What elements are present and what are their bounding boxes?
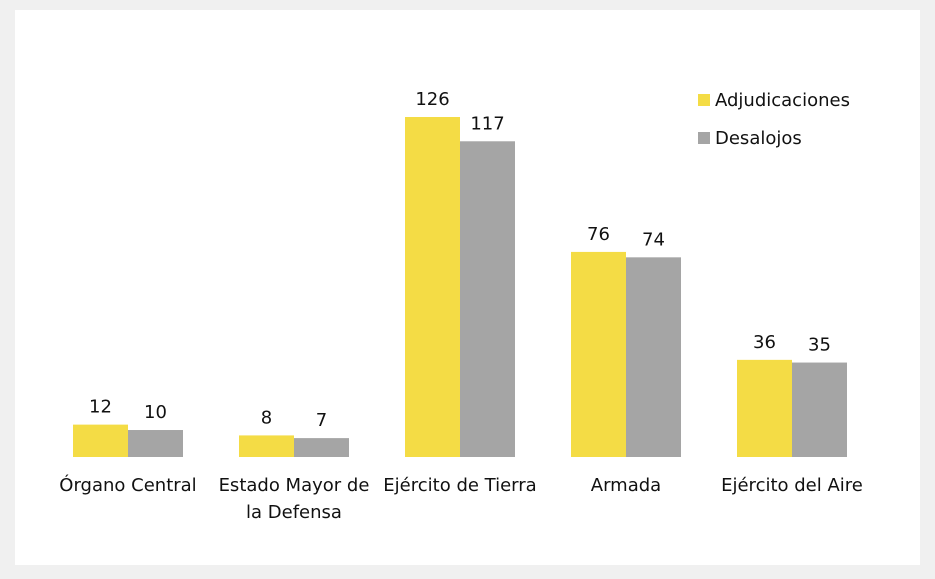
value-label: 36 bbox=[753, 332, 776, 353]
value-label: 35 bbox=[808, 335, 831, 356]
value-label: 76 bbox=[587, 224, 610, 245]
bar bbox=[571, 251, 626, 457]
value-label: 74 bbox=[642, 229, 665, 250]
value-label: 8 bbox=[261, 407, 272, 428]
x-tick-label: Armada bbox=[590, 475, 662, 496]
legend-label: Desalojos bbox=[715, 128, 802, 149]
x-tick-label: Estado Mayor de la Defensa bbox=[218, 475, 370, 523]
legend-swatch bbox=[698, 94, 710, 106]
bar bbox=[294, 438, 349, 457]
legend-label: Adjudicaciones bbox=[715, 90, 850, 111]
x-tick-label: Ejército de Tierra bbox=[383, 475, 537, 496]
bar bbox=[73, 424, 128, 457]
bar bbox=[737, 359, 792, 457]
value-label: 117 bbox=[470, 113, 504, 134]
value-label: 10 bbox=[144, 402, 167, 423]
bar bbox=[792, 362, 847, 457]
bar bbox=[239, 435, 294, 457]
value-label: 126 bbox=[415, 89, 449, 110]
bar bbox=[626, 257, 681, 457]
value-label: 7 bbox=[316, 410, 327, 431]
bar bbox=[460, 141, 515, 458]
value-label: 12 bbox=[89, 397, 112, 418]
x-tick-label: Órgano Central bbox=[59, 475, 197, 496]
bar bbox=[405, 117, 460, 457]
bar bbox=[128, 430, 183, 457]
legend-swatch bbox=[698, 132, 710, 144]
x-tick-label: Ejército del Aire bbox=[721, 475, 863, 496]
